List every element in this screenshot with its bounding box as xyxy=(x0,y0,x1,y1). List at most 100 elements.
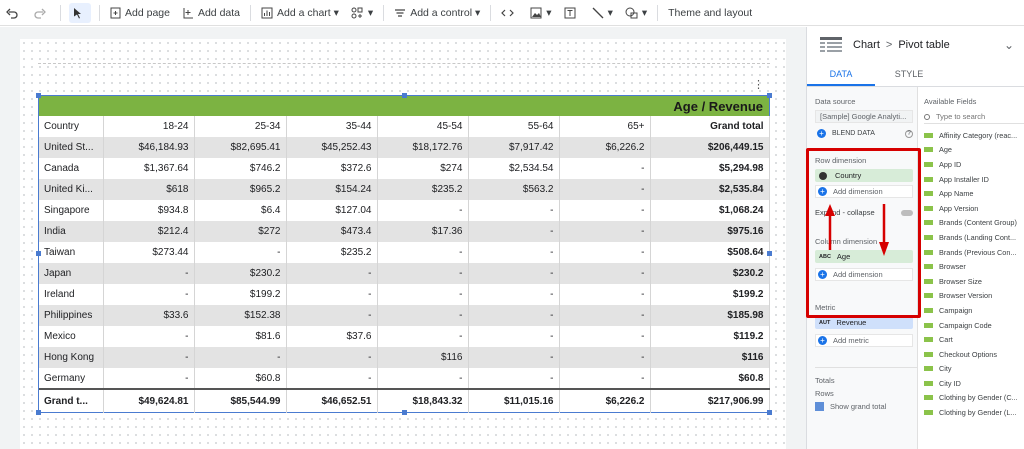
add-data-button[interactable]: Add data xyxy=(176,0,246,26)
field-item[interactable]: Clothing by Gender (L... xyxy=(924,405,1024,420)
blend-data-button[interactable]: + BLEND DATA? xyxy=(815,129,913,138)
field-item[interactable]: App Version xyxy=(924,201,1024,216)
pivot-table-chart[interactable]: ⋮ Age / Revenue Country 18-24 25-34 35-44 45… xyxy=(36,79,772,415)
embed-button[interactable] xyxy=(495,0,524,26)
add-page-button[interactable]: Add page xyxy=(104,0,176,26)
resize-handle[interactable] xyxy=(36,93,41,98)
field-item[interactable]: App ID xyxy=(924,157,1024,172)
field-item[interactable]: Affinity Category (reac... xyxy=(924,128,1024,143)
select-tool-button[interactable] xyxy=(69,2,91,23)
field-item[interactable]: Browser Version xyxy=(924,289,1024,304)
theme-layout-button[interactable]: Theme and layout xyxy=(668,6,753,19)
column-dimension-chip[interactable]: ABC Age xyxy=(815,250,913,263)
text-button[interactable] xyxy=(558,0,586,26)
field-search-input[interactable] xyxy=(936,112,1016,121)
add-metric-button[interactable]: + Add metric xyxy=(815,334,913,347)
add-chart-button[interactable]: Add a chart ▾ xyxy=(255,0,345,26)
tab-style[interactable]: STYLE xyxy=(894,69,924,79)
row-label-cell: India xyxy=(39,221,104,242)
field-label: Brands (Landing Cont... xyxy=(939,232,1017,242)
checkbox-icon[interactable] xyxy=(815,402,824,411)
breadcrumb-separator: > xyxy=(885,39,893,51)
field-item[interactable]: Browser xyxy=(924,259,1024,274)
table-row: United Ki... $618 $965.2 $154.24 $235.2 $563.… xyxy=(39,179,770,200)
resize-handle[interactable] xyxy=(402,410,407,415)
resize-handle[interactable] xyxy=(36,251,41,256)
field-type-icon xyxy=(924,366,933,372)
add-control-button[interactable]: Add a control ▾ xyxy=(388,0,486,26)
help-icon[interactable]: ? xyxy=(905,129,913,138)
value-cell: - xyxy=(468,305,560,326)
chevron-down-icon: ▾ xyxy=(330,6,339,19)
more-options-icon[interactable]: ⋮ xyxy=(753,79,764,91)
add-control-label: Add a control xyxy=(410,6,473,19)
value-cell: - xyxy=(377,284,469,305)
value-cell: $18,172.76 xyxy=(377,137,469,158)
expand-collapse-toggle[interactable] xyxy=(901,209,913,216)
undo-button[interactable] xyxy=(0,0,28,26)
row-label-cell: Singapore xyxy=(39,200,104,221)
arrow-annotations xyxy=(825,204,889,256)
field-item[interactable]: App Name xyxy=(924,186,1024,201)
image-button[interactable]: ▾ xyxy=(524,0,557,26)
value-cell: - xyxy=(286,263,378,284)
line-button[interactable]: ▾ xyxy=(586,0,619,26)
field-item[interactable]: Brands (Content Group) xyxy=(924,216,1024,231)
resize-handle[interactable] xyxy=(767,93,772,98)
field-item[interactable]: City ID xyxy=(924,376,1024,391)
add-data-icon xyxy=(183,7,193,18)
add-row-dimension-button[interactable]: + Add dimension xyxy=(815,185,913,198)
field-type-icon xyxy=(924,161,933,167)
row-label-cell: United St... xyxy=(39,137,104,158)
community-viz-button[interactable]: ▾ xyxy=(345,0,379,26)
field-item[interactable]: Campaign xyxy=(924,303,1024,318)
value-cell: 55-64 xyxy=(468,116,560,137)
value-cell: $746.2 xyxy=(194,158,287,179)
grand-total-cell: $5,294.98 xyxy=(650,158,770,179)
grand-total-cell: $206,449.15 xyxy=(650,137,770,158)
value-cell: - xyxy=(377,200,469,221)
resize-handle[interactable] xyxy=(767,251,772,256)
value-cell: $6,226.2 xyxy=(559,388,651,413)
field-item[interactable]: Cart xyxy=(924,332,1024,347)
resize-handle[interactable] xyxy=(36,410,41,415)
chevron-down-icon[interactable]: ⌄ xyxy=(1003,38,1014,52)
grand-total-cell: $217,906.99 xyxy=(650,388,770,413)
value-cell: - xyxy=(559,179,651,200)
metric-chip[interactable]: AUT Revenue xyxy=(815,316,913,329)
add-column-dimension-button[interactable]: + Add dimension xyxy=(815,268,913,281)
column-dimension-label: Column dimension xyxy=(815,237,878,246)
value-cell: $6,226.2 xyxy=(559,137,651,158)
redo-button[interactable] xyxy=(28,0,56,26)
pivot-table-icon xyxy=(820,37,842,52)
field-search[interactable] xyxy=(924,110,1024,124)
field-item[interactable]: City xyxy=(924,362,1024,377)
field-item[interactable]: Clothing by Gender (C... xyxy=(924,391,1024,406)
shape-button[interactable]: ▾ xyxy=(619,0,653,26)
breadcrumb-chart[interactable]: Chart xyxy=(853,39,880,51)
field-label: Browser Size xyxy=(939,276,982,286)
field-label: Clothing by Gender (C... xyxy=(939,393,1018,403)
grand-total-cell: $119.2 xyxy=(650,326,770,347)
field-item[interactable]: Age xyxy=(924,143,1024,158)
field-label: Cart xyxy=(939,335,953,345)
field-label: Brands (Content Group) xyxy=(939,218,1017,228)
field-item[interactable]: Browser Size xyxy=(924,274,1024,289)
row-label-cell: United Ki... xyxy=(39,179,104,200)
field-item[interactable]: Checkout Options xyxy=(924,347,1024,362)
resize-handle[interactable] xyxy=(402,93,407,98)
field-item[interactable]: Brands (Previous Con... xyxy=(924,245,1024,260)
field-item[interactable]: App Installer ID xyxy=(924,172,1024,187)
tab-data[interactable]: DATA xyxy=(807,63,875,86)
resize-handle[interactable] xyxy=(767,410,772,415)
line-icon xyxy=(592,7,604,18)
field-item[interactable]: Campaign Code xyxy=(924,318,1024,333)
data-source-selector[interactable]: [Sample] Google Analyti... xyxy=(815,110,913,123)
field-item[interactable]: Brands (Landing Cont... xyxy=(924,230,1024,245)
table-row: Mexico - $81.6 $37.6- - - $119.2 xyxy=(39,326,770,347)
breadcrumb-chart-type[interactable]: Pivot table xyxy=(898,39,950,51)
divider xyxy=(60,4,61,21)
report-page[interactable]: ⋮ Age / Revenue Country 18-24 25-34 35-44 45… xyxy=(20,39,786,449)
value-cell: $46,184.93 xyxy=(103,137,195,158)
row-dimension-chip[interactable]: Country xyxy=(815,169,913,182)
